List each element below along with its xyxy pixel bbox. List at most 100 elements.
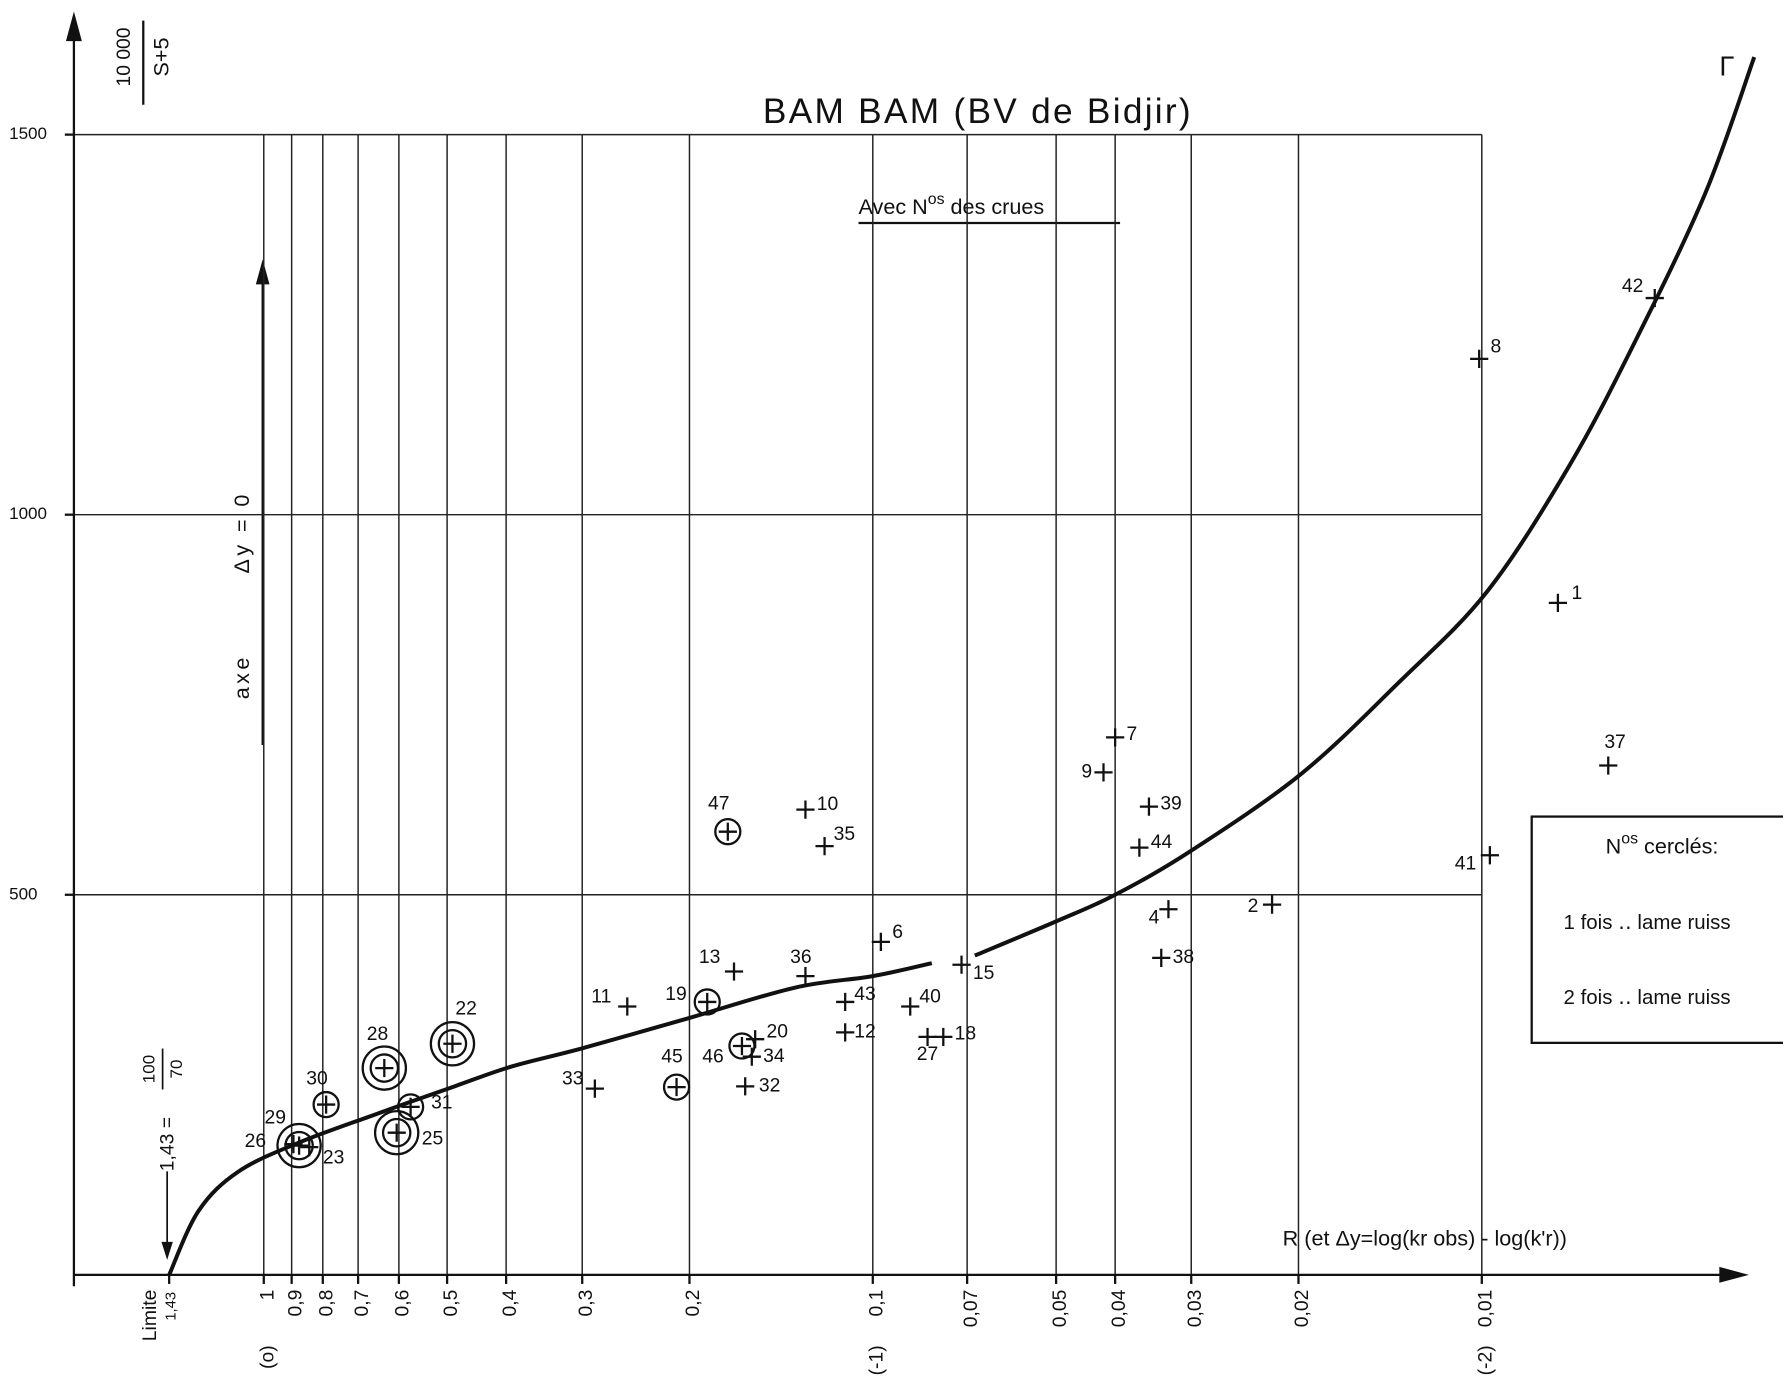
point-label: 32: [759, 1075, 781, 1096]
point-circle: [369, 1053, 400, 1083]
point: [1645, 288, 1664, 308]
x-axis-arrow: [1719, 1266, 1749, 1283]
point: [952, 955, 971, 974]
point: [836, 992, 855, 1012]
point-label: 30: [306, 1069, 328, 1090]
point-label: 42: [1622, 276, 1644, 297]
point-label: 4: [1149, 907, 1160, 928]
point: [815, 837, 834, 856]
decade-label: (o): [257, 1345, 278, 1369]
x-tick-label: 1: [257, 1290, 278, 1301]
x-tick-label: 0,9: [285, 1290, 306, 1317]
point-label: 12: [854, 1021, 876, 1042]
point: [718, 822, 737, 841]
y-label-denominator: S+5: [148, 37, 173, 76]
point: [284, 1134, 303, 1154]
text-part: N: [1606, 833, 1622, 858]
point-label: 11: [591, 987, 611, 1008]
point-label: 40: [919, 987, 941, 1008]
limit-numerator: 100: [140, 1055, 159, 1083]
point: [387, 1123, 406, 1142]
point: [1094, 763, 1113, 782]
point: [1106, 728, 1125, 747]
y-axis-arrow: [65, 11, 82, 42]
point-label: 8: [1491, 337, 1502, 358]
decade-label: (-2): [1475, 1345, 1496, 1375]
curve: [167, 961, 933, 1276]
point-label: 44: [1151, 832, 1173, 853]
point-label: 29: [264, 1107, 286, 1128]
point-label: 13: [699, 947, 721, 968]
point: [724, 962, 744, 981]
point-label: 23: [323, 1148, 345, 1169]
limit-equation: 1,43 =: [157, 1117, 178, 1171]
point-label: 1: [1572, 583, 1583, 604]
point: [317, 1095, 336, 1114]
point: [901, 997, 920, 1016]
y-tick-label: 1000: [9, 504, 47, 523]
point-label: 6: [892, 922, 903, 943]
y-label-numerator: 10 000: [114, 27, 135, 86]
point-label: 31: [431, 1093, 453, 1114]
point: [1139, 797, 1159, 816]
curve-label: Γ: [1719, 51, 1734, 82]
point-label: 38: [1173, 947, 1195, 968]
point: [1152, 948, 1171, 967]
legend-box: [1530, 815, 1783, 1045]
point: [585, 1079, 604, 1098]
point-circle: [373, 1109, 420, 1156]
point-circle: [429, 1021, 476, 1067]
point-label: 18: [955, 1024, 977, 1045]
point-label: 35: [834, 824, 856, 845]
point: [918, 1027, 937, 1047]
point-circle: [396, 1093, 425, 1121]
point-circle: [284, 1130, 314, 1161]
chart-title: BAM BAM (BV de Bidjir): [763, 92, 1193, 131]
x-tick-label: 1,43: [163, 1292, 179, 1321]
point-label: 45: [661, 1047, 683, 1068]
point: [796, 967, 815, 986]
y-tick-label: 1500: [9, 124, 47, 143]
point-label: 9: [1081, 761, 1092, 782]
point-label: 36: [790, 947, 812, 968]
point-circle: [728, 1032, 756, 1060]
point: [1480, 846, 1499, 865]
decade-label: (-1): [866, 1345, 887, 1375]
point-label: 15: [973, 963, 995, 984]
point-label: 26: [245, 1131, 267, 1152]
point: [742, 1047, 761, 1066]
point: [736, 1077, 755, 1096]
point: [667, 1077, 686, 1097]
x-tick-label: 0,07: [961, 1290, 982, 1328]
point: [1262, 895, 1282, 914]
point: [401, 1097, 420, 1116]
point-label: 10: [817, 794, 839, 815]
point-circle: [437, 1028, 468, 1059]
limit-arrowhead: [161, 1241, 173, 1261]
point-label: 39: [1160, 793, 1182, 814]
text-part: os: [1621, 830, 1638, 847]
point-label: 25: [422, 1129, 444, 1150]
x-tick-label: 0,04: [1109, 1289, 1130, 1327]
legend-entry: 1 fois ‥ lame ruiss: [1564, 911, 1731, 934]
point: [732, 1036, 752, 1056]
x-tick-label: 0,05: [1050, 1290, 1071, 1328]
point: [871, 932, 890, 951]
limit-denominator: 70: [167, 1060, 186, 1079]
x-tick-label: 0,2: [683, 1290, 704, 1317]
point: [934, 1027, 953, 1047]
text-part: cerclés:: [1638, 833, 1718, 858]
point-label: 22: [455, 999, 477, 1020]
point: [698, 992, 717, 1012]
x-tick-label: 0,01: [1475, 1290, 1496, 1328]
text-part: des crues: [945, 194, 1045, 219]
legend-title: Nos cerclés:: [1606, 830, 1719, 858]
point: [1548, 593, 1567, 612]
axis-note: axe: [229, 654, 254, 699]
point: [1130, 838, 1149, 857]
point-label: 7: [1127, 724, 1138, 745]
axis-note-arrowhead: [255, 259, 270, 285]
x-tick-label: 0,3: [576, 1290, 597, 1317]
point-label: 41: [1455, 853, 1477, 874]
